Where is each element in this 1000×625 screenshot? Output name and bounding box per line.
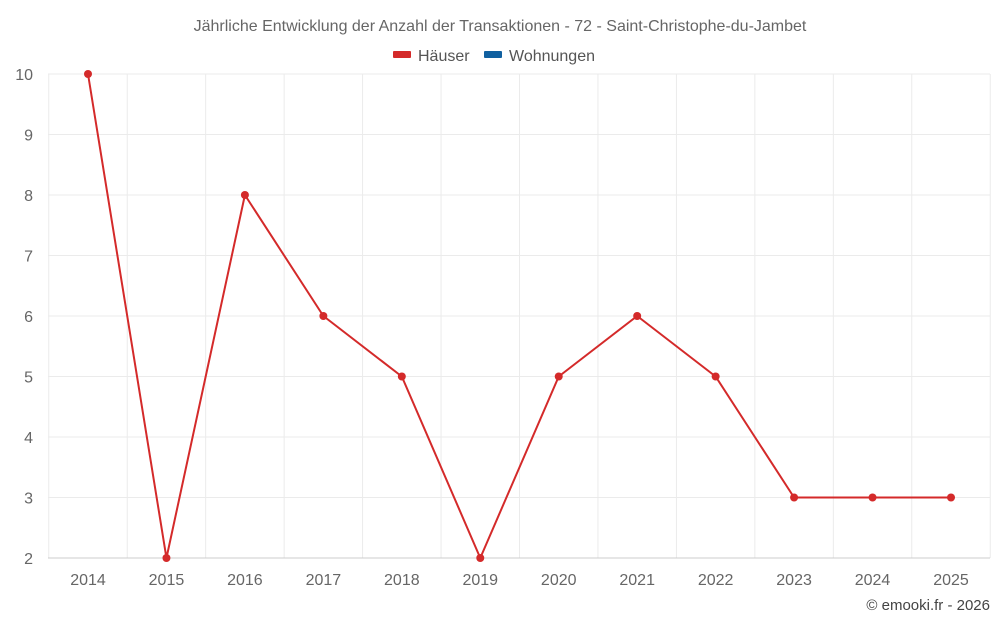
legend-label-wohnungen: Wohnungen bbox=[509, 48, 595, 65]
data-point[interactable] bbox=[947, 493, 955, 502]
y-tick-label: 7 bbox=[24, 249, 33, 266]
y-tick-label: 4 bbox=[24, 430, 33, 447]
data-point[interactable] bbox=[790, 493, 799, 502]
data-point[interactable] bbox=[554, 372, 563, 381]
legend-label-haeuser: Häuser bbox=[418, 48, 470, 65]
gridlines bbox=[48, 73, 991, 558]
y-tick-label: 2 bbox=[24, 551, 33, 568]
legend-item-haeuser[interactable]: Häuser bbox=[393, 48, 470, 65]
x-tick-label: 2025 bbox=[933, 572, 969, 589]
x-tick-label: 2022 bbox=[698, 572, 734, 589]
data-point[interactable] bbox=[319, 312, 328, 320]
x-tick-label: 2021 bbox=[619, 572, 655, 589]
x-tick-label: 2014 bbox=[70, 572, 106, 589]
chart-title: Jährliche Entwicklung der Anzahl der Tra… bbox=[194, 18, 807, 35]
data-point[interactable] bbox=[633, 312, 642, 320]
y-tick-label: 5 bbox=[24, 370, 33, 387]
data-point[interactable] bbox=[240, 191, 249, 199]
y-tick-label: 3 bbox=[24, 491, 33, 508]
x-tick-label: 2016 bbox=[227, 572, 263, 589]
data-point[interactable] bbox=[162, 554, 171, 562]
data-point[interactable] bbox=[868, 493, 877, 502]
data-point[interactable] bbox=[711, 372, 720, 381]
series-haeuser bbox=[84, 70, 955, 562]
x-tick-label: 2018 bbox=[384, 572, 420, 589]
y-tick-label: 6 bbox=[24, 309, 33, 326]
x-tick-label: 2015 bbox=[149, 572, 185, 589]
x-tick-label: 2023 bbox=[776, 572, 812, 589]
data-point[interactable] bbox=[84, 70, 92, 78]
x-axis-ticks: 2014 2015 2016 2017 2018 2019 2020 2021 2022 2023… bbox=[70, 572, 969, 589]
y-axis-ticks: 2 3 4 5 6 7 8 9 10 bbox=[15, 67, 33, 568]
y-tick-label: 9 bbox=[24, 128, 33, 145]
x-tick-label: 2020 bbox=[541, 572, 577, 589]
legend-swatch-haeuser bbox=[393, 51, 411, 58]
data-point[interactable] bbox=[476, 554, 485, 562]
credit: © emooki.fr - 2026 bbox=[866, 597, 990, 614]
y-tick-label: 10 bbox=[15, 67, 33, 84]
x-tick-label: 2024 bbox=[855, 572, 891, 589]
legend-item-wohnungen[interactable]: Wohnungen bbox=[484, 48, 595, 65]
data-point[interactable] bbox=[397, 372, 406, 381]
legend: Häuser Wohnungen bbox=[393, 48, 595, 65]
x-tick-label: 2019 bbox=[462, 572, 498, 589]
x-tick-label: 2017 bbox=[306, 572, 342, 589]
y-tick-label: 8 bbox=[24, 188, 33, 205]
legend-swatch-wohnungen bbox=[484, 51, 502, 58]
series-line bbox=[87, 73, 951, 559]
